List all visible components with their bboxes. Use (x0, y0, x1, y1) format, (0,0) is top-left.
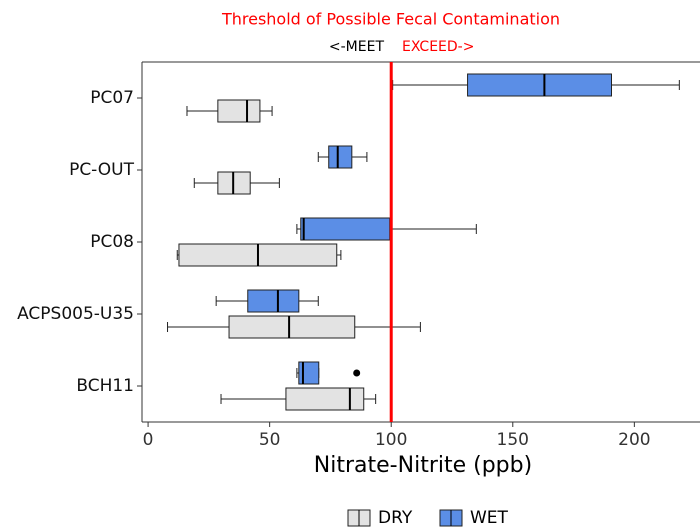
x-axis-label: Nitrate-Nitrite (ppb) (314, 453, 532, 478)
x-tick-label: 0 (143, 430, 154, 450)
annotation-exceed: EXCEED-> (402, 39, 474, 55)
x-tick-label: 150 (497, 430, 529, 450)
y-tick-label: PC08 (90, 232, 134, 252)
box (467, 73, 612, 97)
box (228, 315, 356, 339)
outlier (353, 369, 361, 377)
box (247, 289, 300, 313)
box (285, 387, 365, 411)
y-tick-label: PC07 (90, 88, 134, 108)
box (298, 361, 320, 385)
x-tick-label: 100 (375, 430, 407, 450)
y-tick-label: BCH11 (76, 376, 134, 396)
x-tick-label: 200 (618, 430, 650, 450)
annotation-meet: <-MEET (329, 39, 385, 55)
legend-label: DRY (378, 508, 413, 528)
x-tick-label: 50 (259, 430, 281, 450)
box (328, 145, 353, 169)
legend-label: WET (470, 508, 509, 528)
box (217, 99, 261, 123)
chart-title: Threshold of Possible Fecal Contaminatio… (221, 10, 560, 29)
y-tick-label: ACPS005-U35 (17, 304, 134, 324)
y-tick-label: PC-OUT (69, 160, 135, 180)
box (300, 217, 391, 241)
